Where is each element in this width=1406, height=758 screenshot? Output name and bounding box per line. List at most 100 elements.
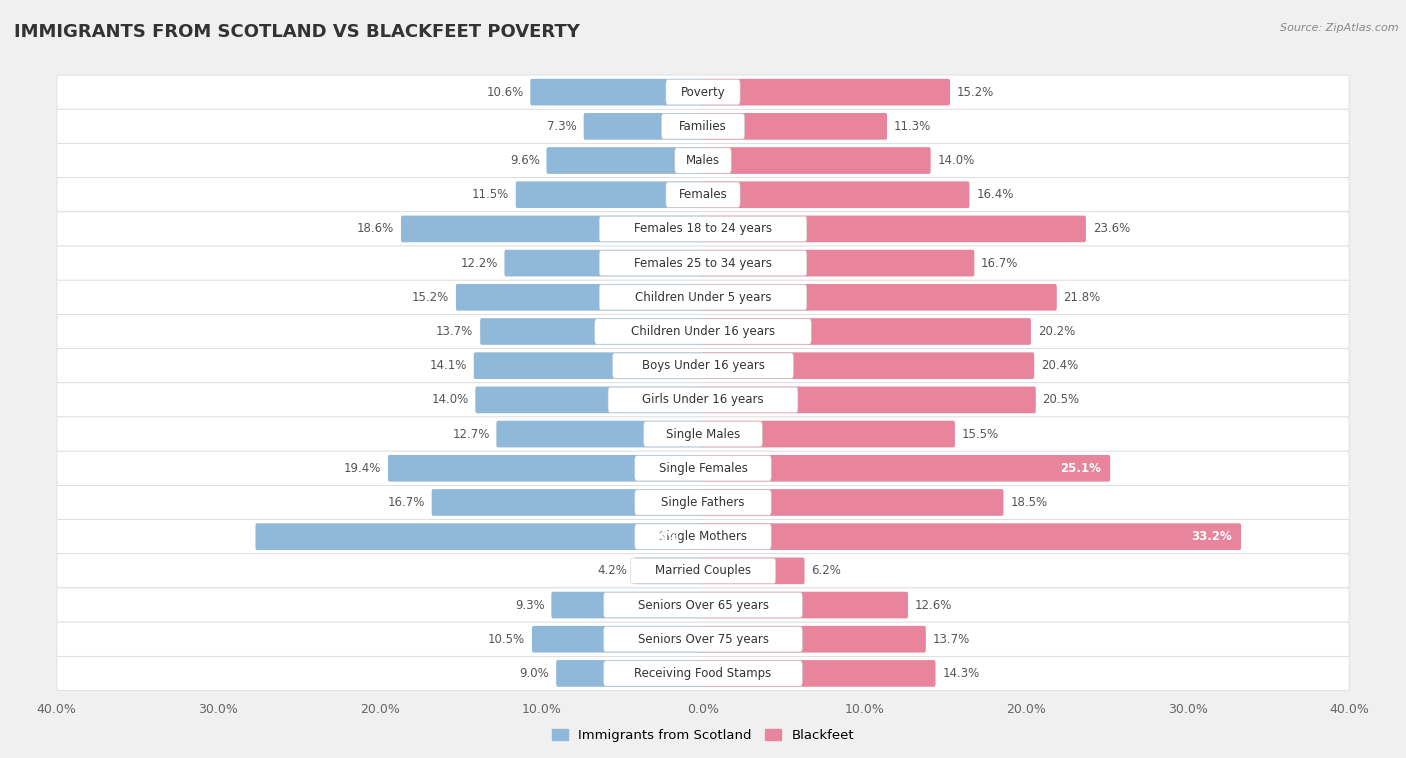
Text: 6.2%: 6.2%	[811, 565, 841, 578]
FancyBboxPatch shape	[599, 250, 807, 276]
Text: 20.2%: 20.2%	[1038, 325, 1076, 338]
Text: 14.0%: 14.0%	[938, 154, 974, 167]
Text: 9.0%: 9.0%	[520, 667, 550, 680]
Text: 12.6%: 12.6%	[915, 599, 952, 612]
Text: 10.5%: 10.5%	[488, 633, 526, 646]
Text: 14.1%: 14.1%	[430, 359, 467, 372]
FancyBboxPatch shape	[630, 558, 776, 584]
FancyBboxPatch shape	[56, 75, 1350, 109]
FancyBboxPatch shape	[644, 421, 762, 446]
FancyBboxPatch shape	[702, 660, 935, 687]
Text: 7.3%: 7.3%	[547, 120, 576, 133]
FancyBboxPatch shape	[634, 490, 772, 515]
FancyBboxPatch shape	[56, 519, 1350, 554]
Text: Families: Families	[679, 120, 727, 133]
Text: Poverty: Poverty	[681, 86, 725, 99]
FancyBboxPatch shape	[56, 656, 1350, 691]
FancyBboxPatch shape	[56, 177, 1350, 211]
Text: 20.5%: 20.5%	[1043, 393, 1080, 406]
FancyBboxPatch shape	[56, 451, 1350, 485]
FancyBboxPatch shape	[531, 626, 704, 653]
FancyBboxPatch shape	[56, 109, 1350, 143]
FancyBboxPatch shape	[702, 250, 974, 277]
FancyBboxPatch shape	[666, 182, 740, 208]
FancyBboxPatch shape	[702, 523, 1241, 550]
FancyBboxPatch shape	[56, 622, 1350, 656]
FancyBboxPatch shape	[634, 524, 772, 550]
Text: 33.2%: 33.2%	[1191, 530, 1232, 543]
Text: Seniors Over 65 years: Seniors Over 65 years	[637, 599, 769, 612]
FancyBboxPatch shape	[583, 113, 704, 139]
Text: 9.6%: 9.6%	[510, 154, 540, 167]
FancyBboxPatch shape	[634, 456, 772, 481]
FancyBboxPatch shape	[702, 626, 925, 653]
Text: 15.2%: 15.2%	[957, 86, 994, 99]
Text: Married Couples: Married Couples	[655, 565, 751, 578]
FancyBboxPatch shape	[56, 246, 1350, 280]
Text: 21.8%: 21.8%	[1063, 291, 1101, 304]
FancyBboxPatch shape	[599, 285, 807, 310]
Text: 23.6%: 23.6%	[1092, 222, 1130, 236]
Text: 12.7%: 12.7%	[453, 428, 489, 440]
FancyBboxPatch shape	[496, 421, 704, 447]
Text: 20.4%: 20.4%	[1040, 359, 1078, 372]
Text: 11.3%: 11.3%	[894, 120, 931, 133]
FancyBboxPatch shape	[702, 79, 950, 105]
Text: 14.3%: 14.3%	[942, 667, 980, 680]
FancyBboxPatch shape	[702, 421, 955, 447]
FancyBboxPatch shape	[702, 181, 970, 208]
FancyBboxPatch shape	[666, 80, 740, 105]
Text: 14.0%: 14.0%	[432, 393, 468, 406]
FancyBboxPatch shape	[702, 489, 1004, 515]
FancyBboxPatch shape	[603, 627, 803, 652]
FancyBboxPatch shape	[702, 558, 804, 584]
Text: Single Mothers: Single Mothers	[659, 530, 747, 543]
FancyBboxPatch shape	[56, 588, 1350, 622]
Text: Single Females: Single Females	[658, 462, 748, 475]
Text: 13.7%: 13.7%	[932, 633, 970, 646]
Text: 16.7%: 16.7%	[388, 496, 425, 509]
Text: Seniors Over 75 years: Seniors Over 75 years	[637, 633, 769, 646]
Text: 10.6%: 10.6%	[486, 86, 523, 99]
Text: 16.7%: 16.7%	[981, 257, 1018, 270]
FancyBboxPatch shape	[56, 143, 1350, 177]
FancyBboxPatch shape	[56, 211, 1350, 246]
Text: 11.5%: 11.5%	[472, 188, 509, 201]
FancyBboxPatch shape	[56, 315, 1350, 349]
FancyBboxPatch shape	[56, 349, 1350, 383]
Text: Females 18 to 24 years: Females 18 to 24 years	[634, 222, 772, 236]
FancyBboxPatch shape	[505, 250, 704, 277]
FancyBboxPatch shape	[603, 661, 803, 686]
FancyBboxPatch shape	[702, 113, 887, 139]
FancyBboxPatch shape	[599, 216, 807, 242]
Text: 12.2%: 12.2%	[460, 257, 498, 270]
FancyBboxPatch shape	[388, 455, 704, 481]
Text: 18.6%: 18.6%	[357, 222, 394, 236]
FancyBboxPatch shape	[607, 387, 799, 412]
FancyBboxPatch shape	[675, 148, 731, 173]
FancyBboxPatch shape	[56, 554, 1350, 588]
Text: 19.4%: 19.4%	[344, 462, 381, 475]
FancyBboxPatch shape	[702, 147, 931, 174]
Text: IMMIGRANTS FROM SCOTLAND VS BLACKFEET POVERTY: IMMIGRANTS FROM SCOTLAND VS BLACKFEET PO…	[14, 23, 579, 41]
FancyBboxPatch shape	[530, 79, 704, 105]
FancyBboxPatch shape	[551, 592, 704, 619]
FancyBboxPatch shape	[256, 523, 704, 550]
Text: 27.6%: 27.6%	[638, 530, 679, 543]
Text: Receiving Food Stamps: Receiving Food Stamps	[634, 667, 772, 680]
Text: Children Under 5 years: Children Under 5 years	[634, 291, 772, 304]
FancyBboxPatch shape	[702, 455, 1111, 481]
FancyBboxPatch shape	[56, 383, 1350, 417]
Text: Females 25 to 34 years: Females 25 to 34 years	[634, 257, 772, 270]
Text: Source: ZipAtlas.com: Source: ZipAtlas.com	[1281, 23, 1399, 33]
FancyBboxPatch shape	[56, 417, 1350, 451]
FancyBboxPatch shape	[702, 387, 1036, 413]
FancyBboxPatch shape	[401, 215, 704, 243]
FancyBboxPatch shape	[702, 352, 1035, 379]
FancyBboxPatch shape	[634, 558, 704, 584]
Text: Single Fathers: Single Fathers	[661, 496, 745, 509]
Text: 18.5%: 18.5%	[1010, 496, 1047, 509]
FancyBboxPatch shape	[56, 280, 1350, 315]
FancyBboxPatch shape	[56, 485, 1350, 519]
FancyBboxPatch shape	[702, 215, 1085, 243]
